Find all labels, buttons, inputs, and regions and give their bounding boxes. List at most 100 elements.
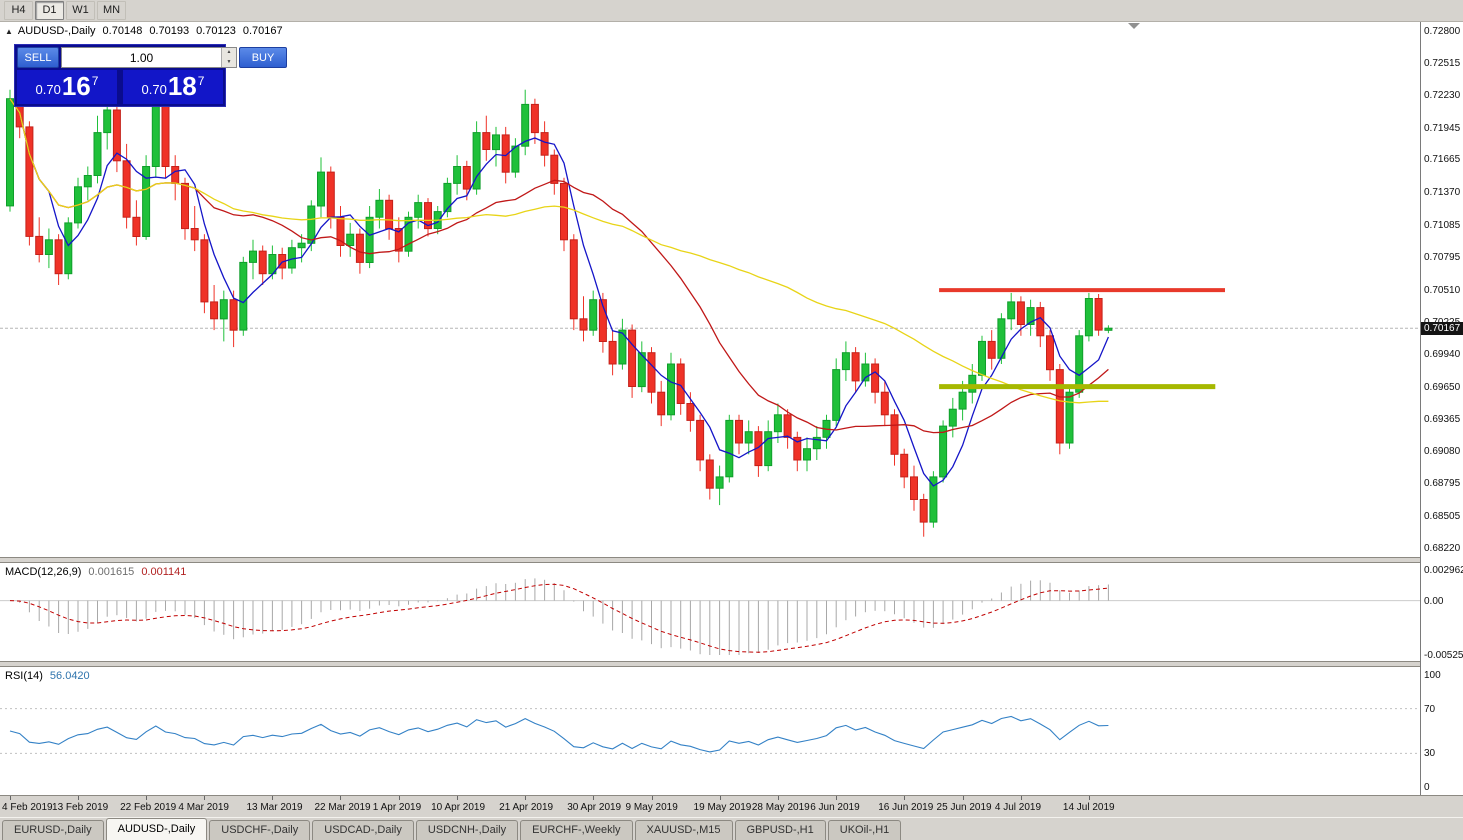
rsi-axis-label: 0 — [1424, 782, 1430, 793]
price-axis-label: 0.71945 — [1424, 122, 1461, 134]
buy-button[interactable]: BUY — [239, 47, 287, 68]
time-axis-label: 4 Mar 2019 — [178, 802, 229, 813]
chart-tab-bar: EURUSD-,Daily AUDUSD-,Daily USDCHF-,Daily U… — [0, 817, 1463, 840]
chart-tab-eurusd-daily[interactable]: EURUSD-,Daily — [2, 820, 104, 840]
timeframe-button-mn[interactable]: MN — [97, 1, 126, 20]
macd-main-value: 0.001615 — [88, 566, 135, 578]
stepper-down-icon[interactable]: ▼ — [226, 58, 232, 65]
time-axis-tick — [1088, 796, 1090, 800]
volume-input[interactable] — [62, 48, 221, 67]
sell-button[interactable]: SELL — [17, 47, 59, 68]
chart-tab-gbpusd-h1[interactable]: GBPUSD-,H1 — [734, 820, 826, 840]
pane-splitter[interactable] — [0, 557, 1463, 563]
time-axis-label: 16 Jun 2019 — [878, 802, 934, 813]
time-axis-label: 9 May 2019 — [625, 802, 678, 813]
macd-name: MACD(12,26,9) — [5, 566, 82, 578]
price-axis-label: 0.71085 — [1424, 219, 1461, 231]
time-axis-tick — [78, 796, 80, 800]
time-axis-tick — [457, 796, 459, 800]
chart-tab-eurchf-weekly[interactable]: EURCHF-,Weekly — [520, 820, 633, 840]
time-axis-label: 28 May 2019 — [751, 802, 810, 813]
chart-tab-audusd-daily[interactable]: AUDUSD-,Daily — [105, 818, 208, 840]
price-axis-label: 0.69080 — [1424, 445, 1461, 457]
rsi-pane[interactable]: RSI(14) 56.0420 — [0, 667, 1420, 795]
macd-indicator-label: MACD(12,26,9) 0.001615 0.001141 — [5, 566, 186, 578]
time-axis-label: 4 Jul 2019 — [994, 802, 1042, 813]
high-value: 0.70193 — [149, 25, 190, 37]
timeframe-button-h4[interactable]: H4 — [4, 1, 33, 20]
chart-window: ▲ AUDUSD-,Daily 0.70148 0.70193 0.70123 … — [0, 22, 1463, 817]
price-axis-label: 0.71370 — [1424, 187, 1461, 199]
price-axis[interactable]: 0.72800 0.72515 0.72230 0.71945 0.71665 0.713… — [1420, 22, 1463, 795]
time-axis-label: 1 Apr 2019 — [372, 802, 422, 813]
price-axis-label: 0.69650 — [1424, 381, 1461, 393]
rsi-line — [9, 715, 1109, 753]
time-axis-tick — [651, 796, 653, 800]
time-axis-label: 10 Apr 2019 — [431, 802, 486, 813]
symbol-period-label: AUDUSD-,Daily — [17, 25, 96, 37]
time-axis-label: 19 May 2019 — [693, 802, 752, 813]
chart-tab-usdchf-daily[interactable]: USDCHF-,Daily — [209, 820, 311, 840]
time-axis-tick — [272, 796, 274, 800]
time-axis-tick — [593, 796, 595, 800]
macd-histogram — [19, 578, 1109, 655]
time-axis-tick — [146, 796, 148, 800]
rsi-axis-label: 100 — [1424, 670, 1441, 681]
time-axis-label: 13 Feb 2019 — [52, 802, 109, 813]
timeframe-button-w1[interactable]: W1 — [66, 1, 95, 20]
time-axis-label: 21 Apr 2019 — [499, 802, 554, 813]
low-value: 0.70123 — [196, 25, 236, 37]
pane-splitter[interactable] — [0, 661, 1463, 667]
price-axis-label: 0.68220 — [1424, 543, 1461, 554]
time-axis-tick — [340, 796, 342, 800]
timeframe-button-d1[interactable]: D1 — [35, 1, 64, 20]
price-axis-label: 0.68505 — [1424, 510, 1461, 522]
chart-tab-usdcad-daily[interactable]: USDCAD-,Daily — [312, 820, 414, 840]
time-axis-tick — [204, 796, 206, 800]
buy-price-display[interactable]: 0.70 18 7 — [123, 70, 223, 104]
stepper-up-icon[interactable]: ▲ — [226, 49, 232, 55]
time-axis-tick — [962, 796, 964, 800]
chart-tab-ukoil-h1[interactable]: UKOil-,H1 — [827, 820, 902, 840]
ma-20-line — [9, 98, 1109, 434]
sell-price-display[interactable]: 0.70 16 7 — [17, 70, 117, 104]
macd-pane[interactable]: MACD(12,26,9) 0.001615 0.001141 — [0, 563, 1420, 661]
timeframe-toolbar: H4 D1 W1 MN — [0, 0, 1463, 22]
chart-title: ▲ AUDUSD-,Daily 0.70148 0.70193 0.70123 … — [5, 25, 283, 37]
current-price-tag: 0.70167 — [1421, 322, 1463, 336]
shift-marker-icon[interactable] — [1128, 23, 1140, 29]
time-axis-tick — [398, 796, 400, 800]
open-value: 0.70148 — [102, 25, 143, 37]
chart-tab-xauusd-m15[interactable]: XAUUSD-,M15 — [634, 820, 733, 840]
time-axis[interactable]: 4 Feb 2019 13 Feb 2019 22 Feb 2019 4 Mar 20… — [0, 795, 1463, 817]
expand-triangle-icon[interactable]: ▲ — [5, 26, 13, 36]
price-axis-label: 0.70225 — [1424, 317, 1460, 328]
chart-tab-usdcnh-daily[interactable]: USDCNH-,Daily — [415, 820, 519, 840]
volume-stepper[interactable]: ▲ ▼ — [221, 48, 236, 67]
time-axis-label: 22 Feb 2019 — [120, 802, 177, 813]
price-axis-label: 0.70510 — [1424, 284, 1461, 296]
price-chart-canvas[interactable] — [0, 22, 1420, 557]
price-axis-label: 0.71665 — [1424, 154, 1461, 166]
macd-chart-canvas[interactable] — [0, 563, 1420, 661]
price-axis-label: 0.68795 — [1424, 478, 1461, 490]
time-axis-label: 22 Mar 2019 — [314, 802, 371, 813]
time-axis-label: 30 Apr 2019 — [567, 802, 622, 813]
rsi-value: 56.0420 — [49, 670, 90, 682]
ask-big: 18 — [167, 71, 197, 101]
macd-axis-label: 0.002962 — [1424, 565, 1463, 576]
close-value: 0.70167 — [242, 25, 283, 37]
time-axis-tick — [719, 796, 721, 800]
time-axis-tick — [525, 796, 527, 800]
ma-50-line — [9, 98, 1109, 404]
time-axis-tick — [10, 796, 11, 800]
rsi-axis-label: 30 — [1424, 748, 1436, 760]
price-axis-label: 0.72800 — [1424, 26, 1461, 37]
rsi-chart-canvas[interactable] — [0, 667, 1420, 795]
price-axis-label: 0.69365 — [1424, 413, 1461, 425]
price-pane[interactable]: ▲ AUDUSD-,Daily 0.70148 0.70193 0.70123 … — [0, 22, 1420, 557]
volume-box: ▲ ▼ — [61, 47, 237, 68]
time-axis-label: 25 Jun 2019 — [936, 802, 992, 813]
rsi-name: RSI(14) — [5, 670, 43, 682]
